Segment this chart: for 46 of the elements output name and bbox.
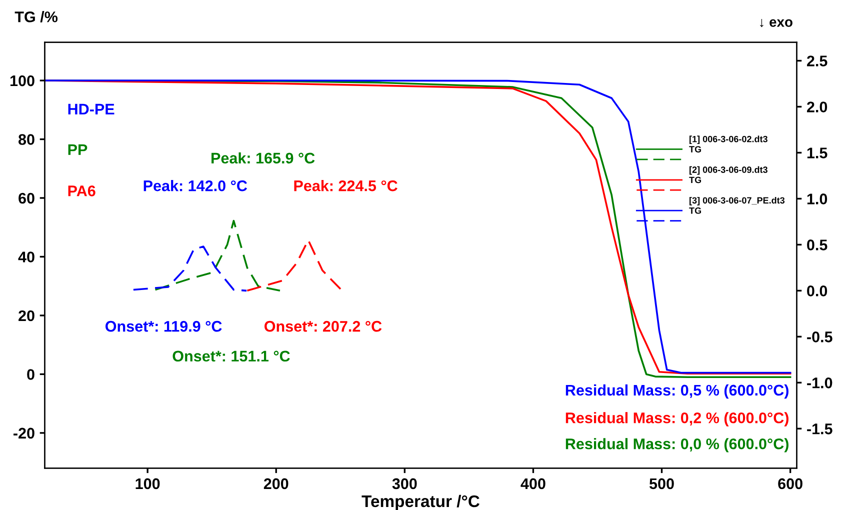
annotation: HD-PE [68,104,114,114]
annotation: Peak: 224.5 °C [294,180,398,192]
x-tick-label: 600 [778,478,802,490]
legend-label: TG [689,207,701,214]
y-tick-label: -20 [14,428,34,439]
x-axis-title: Temperatur /°C [362,494,480,510]
y2-tick-label: -1.5 [807,424,832,434]
annotation: [2] 006-3-06-09.dt3 [690,166,768,175]
annotation: Residual Mass: 0,5 % (600.0°C) [566,384,788,399]
line-series [132,246,248,292]
y-tick-label: 80 [18,134,34,145]
annotation: [1] 006-3-06-02.dt3 [690,136,768,144]
annotation: Peak: 142.0 °C [144,180,248,192]
annotation: Onset*: 119.9 °C [106,320,222,332]
y2-tick-label: 2.5 [806,56,828,66]
annotation: Onset*: 151.1 °C [172,350,290,362]
y2-tick-label: 0.0 [807,286,828,296]
y2-tick-label: -1.0 [807,378,832,388]
annotation: Onset*: 207.2 °C [264,320,382,332]
y2-tick-label: -0.5 [807,332,832,342]
text: ↓ exo [760,18,792,28]
line-series [246,239,344,292]
y-tick-label: 0 [27,369,34,380]
annotation: [3] 006-3-06-07_PE.dt3 [690,196,785,206]
y2-tick-label: 2.0 [806,102,828,112]
y-tick-label: 40 [18,252,34,262]
y2-tick-label: 0.5 [807,240,828,250]
x-tick-label: 200 [264,478,288,490]
x-tick-label: 300 [392,478,417,490]
line-series [154,220,281,292]
x-tick-label: 400 [520,478,546,490]
y-axis-title: TG /% [14,11,58,22]
legend-label: TG [689,146,701,152]
y-tick-label: 60 [18,192,34,204]
legend-label: TG [689,176,701,184]
annotation: Peak: 165.9 °C [212,152,315,164]
y-tick-label: 20 [18,310,34,322]
x-tick-label: 100 [136,478,160,490]
y-tick-label: 100 [10,75,34,86]
annotation: Residual Mass: 0,0 % (600.0°C) [566,438,788,452]
annotation: Residual Mass: 0,2 % (600.0°C) [566,412,788,426]
y2-tick-label: 1.0 [807,194,828,204]
annotation: PP [68,144,88,155]
x-tick-label: 500 [649,478,674,490]
y2-tick-label: 1.5 [807,148,828,158]
annotation: PA6 [68,186,96,196]
